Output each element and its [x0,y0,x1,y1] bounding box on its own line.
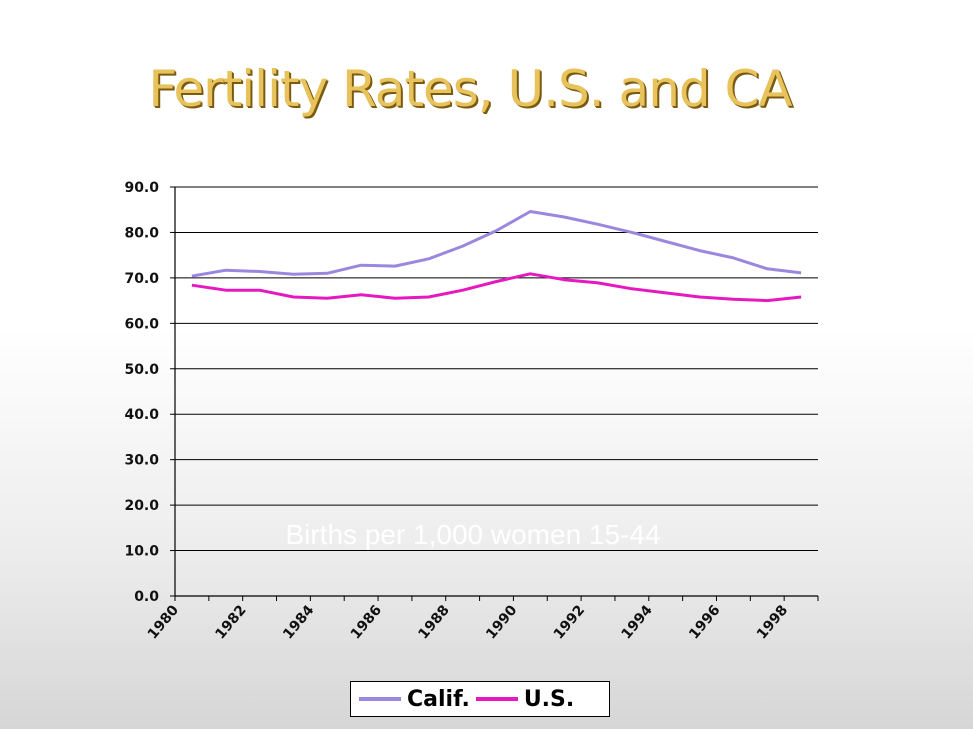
y-tick-label: 70.0 [124,271,159,287]
legend-entry-calif: Calif. [359,687,470,712]
x-tick-labels: 1980 1982 1984 1986 1988 1990 1992 1994 1996 1998 [145,602,791,642]
x-tick-label: 1980 [145,602,182,642]
chart-legend: Calif. U.S. [350,681,610,717]
legend-label-calif: Calif. [407,686,470,712]
x-tick-label: 1992 [551,602,588,642]
x-tick-label: 1994 [619,602,656,642]
series-line-us [191,272,802,303]
x-tick-label: 1982 [212,602,249,642]
x-tick-label: 1990 [483,602,520,642]
series-lines [191,210,802,303]
legend-entry-us: U.S. [475,686,575,712]
y-tick-label: 0.0 [134,589,159,605]
y-tick-label: 20.0 [124,498,159,514]
y-tick-labels: 0.0 10.0 20.0 30.0 40.0 50.0 60.0 70.0 80.0 90.0 [124,180,159,605]
x-tick-label: 1988 [415,602,452,642]
x-tick-label: 1996 [686,602,723,642]
slide-title: Fertility Rates, U.S. and CA [148,60,792,118]
x-tick-label: 1986 [348,602,385,642]
y-tick-label: 30.0 [124,453,159,469]
series-line-calif [191,210,802,278]
x-tick-label: 1998 [754,602,791,642]
legend-swatch-us [475,697,518,701]
y-tick-label: 40.0 [124,407,159,423]
y-tick-label: 80.0 [124,225,159,241]
y-tick-label: 90.0 [124,180,159,196]
chart-annotation: Births per 1,000 women 15-44 [285,519,660,550]
gridlines [175,186,818,552]
y-tick-label: 50.0 [124,362,159,378]
legend-swatch-calif [359,697,401,701]
legend-label-us: U.S. [523,686,575,712]
y-tick-label: 60.0 [124,316,159,332]
x-tick-label: 1984 [280,602,317,642]
y-tick-label: 10.0 [124,544,159,560]
axes [170,186,819,601]
